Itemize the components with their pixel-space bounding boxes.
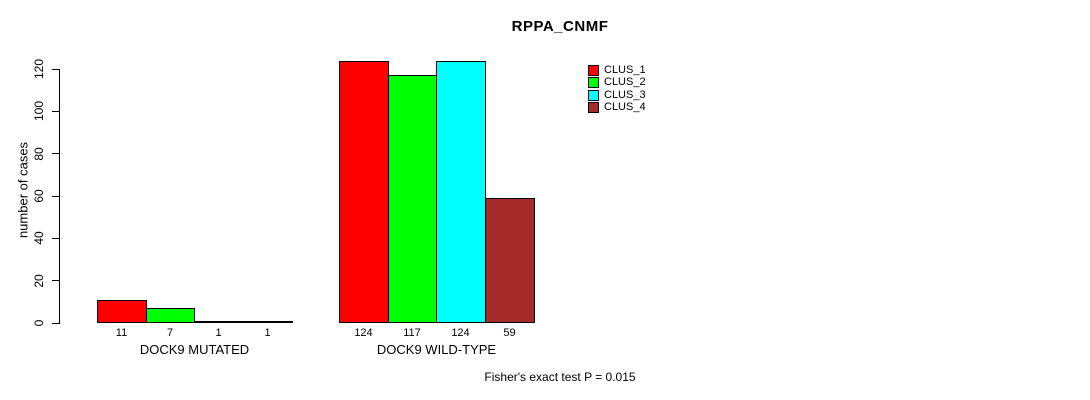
- legend-color-swatch: [588, 77, 599, 89]
- y-tick-label: 60: [32, 189, 46, 203]
- legend-color-swatch: [588, 102, 599, 114]
- legend-label: CLUS_3: [604, 88, 646, 101]
- bar-clus_4: [485, 198, 535, 323]
- legend-entry: CLUS_2: [588, 77, 646, 90]
- x-category-label: DOCK9 MUTATED: [139, 342, 250, 357]
- bar-clus_4: [243, 321, 293, 323]
- bar-clus_2: [146, 308, 195, 323]
- y-tick-label: 120: [32, 58, 46, 80]
- y-tick-mark: [52, 237, 60, 239]
- y-tick-mark: [52, 153, 60, 155]
- legend-entry: CLUS_3: [588, 89, 646, 102]
- legend-color-swatch: [588, 64, 599, 76]
- bar-value-label: 1: [215, 327, 222, 339]
- bar-clus_3: [436, 61, 486, 323]
- legend-label: CLUS_4: [604, 101, 646, 114]
- y-tick-mark: [52, 195, 60, 197]
- legend-entry: CLUS_4: [588, 102, 646, 115]
- bar-value-label: 1: [264, 327, 271, 339]
- legend-label: CLUS_1: [604, 63, 646, 76]
- legend-label: CLUS_2: [604, 76, 646, 89]
- legend-color-swatch: [588, 89, 599, 101]
- bar-clus_2: [388, 75, 437, 323]
- y-tick-mark: [52, 68, 60, 70]
- y-tick-label: 20: [32, 273, 46, 288]
- y-axis-label: number of cases: [15, 141, 31, 239]
- chart-title: RPPA_CNMF: [511, 18, 609, 35]
- y-tick-mark: [52, 280, 60, 282]
- bar-value-label: 117: [403, 327, 421, 339]
- bar-clus_1: [339, 61, 389, 323]
- bar-value-label: 59: [503, 327, 516, 339]
- x-category-label: DOCK9 WILD-TYPE: [376, 342, 497, 357]
- y-tick-label: 40: [32, 231, 46, 246]
- y-tick-mark: [52, 322, 60, 324]
- bar-value-label: 124: [451, 327, 470, 339]
- y-tick-label: 0: [32, 319, 46, 327]
- y-tick-label: 80: [32, 146, 46, 161]
- bar-clus_1: [97, 300, 147, 323]
- legend-entry: CLUS_1: [588, 64, 646, 77]
- bar-value-label: 7: [166, 327, 174, 339]
- bar-value-label: 11: [115, 327, 128, 339]
- annotation-text: Fisher's exact test P = 0.015: [484, 370, 636, 384]
- bar-value-label: 124: [354, 327, 373, 339]
- y-tick-label: 100: [32, 101, 46, 122]
- bar-clus_3: [194, 321, 244, 323]
- y-tick-mark: [52, 110, 60, 112]
- legend: CLUS_1 CLUS_2 CLUS_3 CLUS_4: [588, 64, 646, 114]
